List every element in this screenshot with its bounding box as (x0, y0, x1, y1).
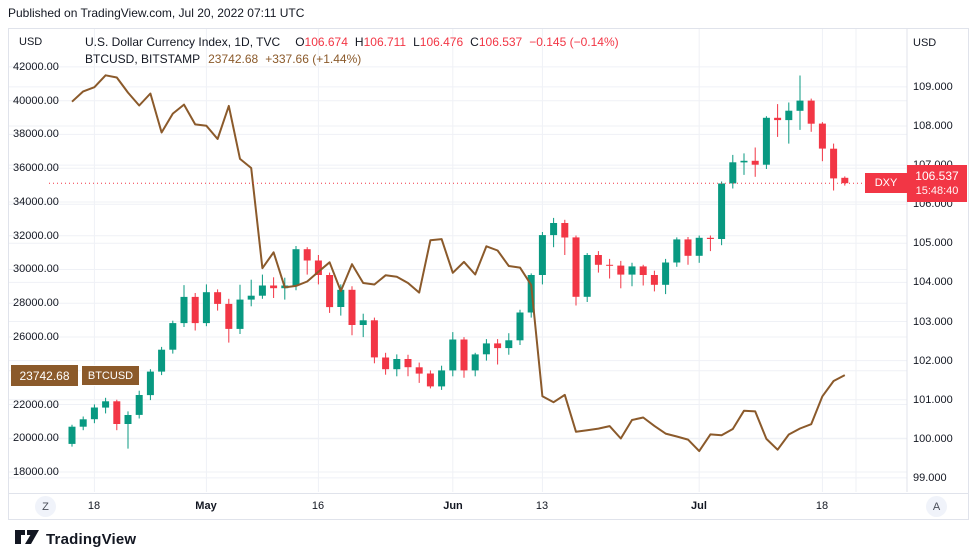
legend-dxy-open-label: O (295, 35, 305, 49)
right-axis-tick: 100.000 (913, 433, 953, 445)
right-axis-tick: 102.000 (913, 355, 953, 367)
time-scale[interactable]: Z 18 May 16 Jun 13 Jul 18 A (9, 493, 968, 519)
legend-dxy-high-value: 106.711 (363, 35, 407, 49)
left-axis-tick: 30000.00 (13, 263, 59, 275)
chart-canvas[interactable] (9, 29, 968, 492)
legend-btc-change: +337.66 (+1.44%) (265, 52, 362, 66)
left-axis-tick: 18000.00 (13, 466, 59, 478)
right-axis-tick: 105.000 (913, 237, 953, 249)
left-axis-tick: 26000.00 (13, 331, 59, 343)
left-axis-tick: 32000.00 (13, 230, 59, 242)
auto-scale-button[interactable]: A (926, 496, 947, 517)
right-axis-tick: 101.000 (913, 394, 953, 406)
dxy-price-value: 106.537 (915, 168, 959, 183)
legend-btc-title: BTCUSD, BITSTAMP (85, 52, 201, 66)
legend-dxy-close-value: 106.537 (478, 35, 523, 49)
right-axis-tick: 103.000 (913, 316, 953, 328)
left-axis-tick: 28000.00 (13, 297, 59, 309)
time-axis-tick: May (195, 500, 217, 512)
left-axis-tick: 42000.00 (13, 61, 59, 73)
legend-dxy-title: U.S. Dollar Currency Index, 1D, TVC (85, 35, 281, 49)
time-axis-tick: Jul (691, 500, 707, 512)
left-axis-unit: USD (19, 36, 43, 48)
dxy-candlestick-series (68, 75, 849, 449)
btc-price-badge: 23742.68 (11, 365, 78, 386)
right-axis-tick: 108.000 (913, 120, 953, 132)
left-axis-tick: 20000.00 (13, 432, 59, 444)
time-axis-tick: Jun (443, 500, 463, 512)
tradingview-logo-text: TradingView (46, 531, 137, 548)
legend-dxy-high-label: H (354, 35, 364, 49)
legend: U.S. Dollar Currency Index, 1D, TVC O106.… (85, 34, 619, 68)
legend-dxy-open-value: 106.674 (304, 35, 348, 49)
left-axis-tick: 36000.00 (13, 162, 59, 174)
btc-line-series (71, 74, 846, 453)
right-axis-tick: 109.000 (913, 81, 953, 93)
time-axis-tick: 13 (535, 500, 549, 512)
legend-dxy-change: −0.145 (−0.14%) (529, 35, 619, 49)
dxy-price-badge: 106.537 15:48:40 (907, 165, 967, 202)
right-axis-tick: 104.000 (913, 276, 953, 288)
left-axis-tick: 34000.00 (13, 196, 59, 208)
right-axis-tick: 99.000 (913, 472, 947, 484)
left-axis-tick: 38000.00 (13, 128, 59, 140)
left-axis-tick: 40000.00 (13, 95, 59, 107)
time-axis-tick: 18 (815, 500, 829, 512)
right-axis-unit: USD (913, 37, 937, 49)
chart-frame: USD USD U.S. Dollar Currency Index, 1D, … (8, 28, 969, 520)
legend-btc-row[interactable]: BTCUSD, BITSTAMP 23742.68 +337.66 (+1.44%) (85, 51, 619, 68)
legend-dxy-close-label: C (470, 35, 479, 49)
btc-symbol-badge: BTCUSD (81, 365, 140, 386)
dxy-symbol-badge: DXY (865, 173, 907, 193)
footer: TradingView (14, 527, 136, 552)
legend-dxy-low-label: L (413, 35, 420, 49)
dxy-countdown: 15:48:40 (915, 184, 959, 197)
time-axis-tick: 16 (311, 500, 325, 512)
tradingview-logo-icon (14, 527, 40, 552)
left-scale-mode-button[interactable]: Z (35, 496, 56, 517)
legend-dxy-low-value: 106.476 (419, 35, 464, 49)
left-axis-tick: 22000.00 (13, 399, 59, 411)
published-caption: Published on TradingView.com, Jul 20, 20… (8, 6, 305, 20)
time-axis-tick: 18 (87, 500, 101, 512)
legend-btc-value: 23742.68 (208, 52, 259, 66)
legend-dxy-row[interactable]: U.S. Dollar Currency Index, 1D, TVC O106.… (85, 34, 619, 51)
